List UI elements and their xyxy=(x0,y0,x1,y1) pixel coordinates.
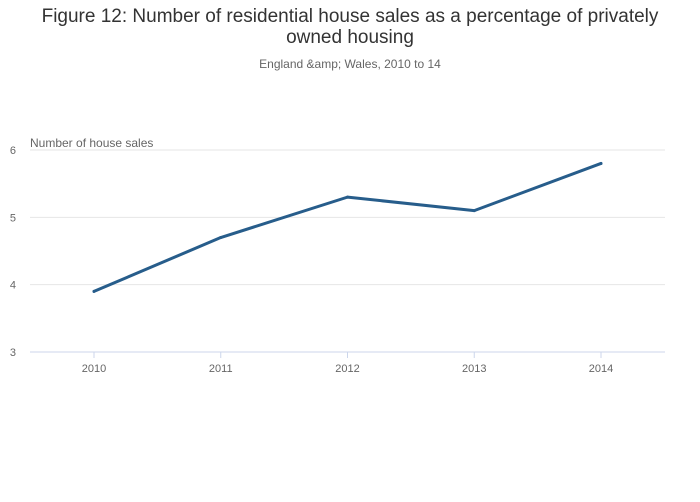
series-line xyxy=(92,161,603,293)
y-tick-label: 3 xyxy=(10,347,16,359)
x-tick-label: 2013 xyxy=(462,363,486,375)
y-tick-label: 6 xyxy=(10,145,16,157)
x-tick-label: 2012 xyxy=(335,363,359,375)
chart-subtitle: England &amp; Wales, 2010 to 14 xyxy=(259,57,441,71)
data-point[interactable] xyxy=(219,236,223,240)
x-tick-label: 2010 xyxy=(82,363,106,375)
data-point[interactable] xyxy=(92,289,96,293)
y-axis-ticks: 3 4 5 6 xyxy=(10,145,16,359)
y-axis-label: Number of house sales xyxy=(30,136,153,150)
grid-lines xyxy=(30,149,665,286)
series-group xyxy=(92,161,603,293)
data-point[interactable] xyxy=(472,209,476,213)
y-tick-label: 5 xyxy=(10,212,16,224)
data-point[interactable] xyxy=(599,161,603,165)
x-axis-ticks: 2010 2011 2012 2013 2014 xyxy=(82,352,613,375)
data-point[interactable] xyxy=(346,195,349,199)
y-tick-label: 4 xyxy=(10,280,16,292)
x-tick-label: 2011 xyxy=(209,363,233,375)
chart-title: Figure 12: Number of residential house s… xyxy=(41,6,659,48)
x-tick-label: 2014 xyxy=(589,363,613,375)
